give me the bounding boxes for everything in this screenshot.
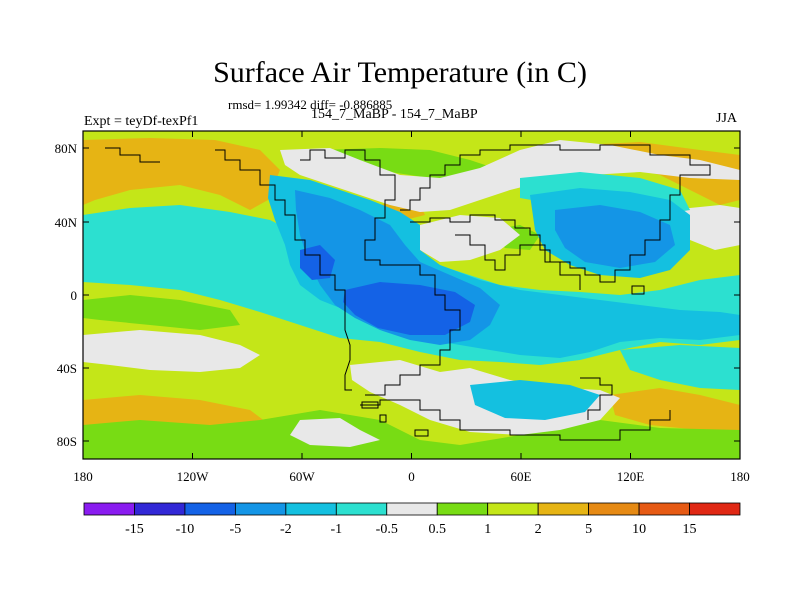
- cases-label: 154_7_MaBP - 154_7_MaBP: [311, 107, 478, 122]
- lon-tick-label: 60E: [511, 469, 532, 484]
- colorbar-label: -0.5: [376, 522, 398, 537]
- field-lightblue-south: [470, 380, 600, 420]
- island-1: [414, 429, 429, 437]
- field-darkblue-west: [300, 245, 335, 280]
- lon-tick-label: 120W: [177, 469, 210, 484]
- field-cyan-south-east: [620, 345, 740, 390]
- lat-tick-label: 40N: [55, 215, 78, 230]
- coastline-eurasia: [400, 144, 711, 283]
- field-white-antarctic: [290, 418, 380, 447]
- stats-text: rmsd= 1.99342 diff= -0.886885: [228, 97, 393, 112]
- field-orange-south-east: [610, 388, 740, 430]
- axis-tick-labels: 180 120W 60W 0 60E 120E 180 80N 40N 0 40S 80S: [55, 141, 750, 484]
- colorbar-label: 10: [632, 522, 646, 537]
- lon-tick-label: 120E: [617, 469, 645, 484]
- colorbar-label: -15: [125, 522, 144, 537]
- island-2: [361, 401, 379, 409]
- colorbar-swatch: [386, 502, 438, 516]
- island-4: [631, 285, 645, 295]
- temperature-field: [83, 131, 740, 459]
- map-title: Surface Air Temperature (in C): [213, 56, 587, 89]
- field-orange-north-pacific: [83, 138, 280, 210]
- experiment-label: Expt = teyDf-texPf1: [84, 114, 199, 129]
- colorbar-swatch: [588, 502, 640, 516]
- colorbar-swatch: [184, 502, 236, 516]
- colorbar-swatch: [487, 502, 539, 516]
- colorbar-label: -1: [330, 522, 342, 537]
- colorbar-swatch: [689, 502, 741, 516]
- field-white-south-pacific: [83, 330, 260, 372]
- colorbar-label: 1: [484, 522, 491, 537]
- colorbar-label: 0.5: [428, 522, 446, 537]
- colorbar-swatch: [83, 502, 135, 516]
- colorbar: -15 -10 -5 -2 -1 -0.5 0.5 1 2 5 10 15: [83, 502, 741, 537]
- colorbar-label: -10: [176, 522, 195, 537]
- colorbar-swatch: [537, 502, 590, 516]
- season-label: JJA: [716, 111, 738, 126]
- lon-tick-label: 60W: [289, 469, 315, 484]
- lon-tick-label: 180: [73, 469, 93, 484]
- coastline-africa: [455, 234, 581, 290]
- colorbar-label: -2: [280, 522, 292, 537]
- colorbar-swatch: [436, 502, 489, 516]
- colorbar-label: 15: [683, 522, 697, 537]
- coastlines: [105, 144, 711, 441]
- lon-tick-label: 0: [408, 469, 415, 484]
- coastline-americas-west: [215, 149, 352, 391]
- field-green-south-band: [83, 410, 740, 459]
- coastline-north-pacific: [105, 147, 160, 163]
- coastline-americas-east: [300, 149, 461, 396]
- colorbar-swatch: [134, 502, 186, 516]
- colorbar-label: 5: [585, 522, 592, 537]
- axis-ticks: [82, 131, 741, 459]
- lat-tick-label: 0: [71, 288, 78, 303]
- lat-tick-label: 80S: [57, 434, 77, 449]
- colorbar-swatch: [285, 502, 337, 516]
- lat-tick-label: 80N: [55, 141, 78, 156]
- colorbar-label: -5: [230, 522, 242, 537]
- colorbar-label: 2: [535, 522, 542, 537]
- lon-tick-label: 180: [730, 469, 750, 484]
- colorbar-swatch: [335, 502, 388, 516]
- lat-tick-label: 40S: [57, 361, 77, 376]
- colorbar-swatch: [234, 502, 287, 516]
- field-green-pacific: [83, 295, 240, 330]
- colorbar-swatch: [638, 502, 690, 516]
- island-3: [379, 414, 387, 423]
- coastline-southeast: [580, 377, 613, 420]
- coastline-south-land: [360, 399, 671, 441]
